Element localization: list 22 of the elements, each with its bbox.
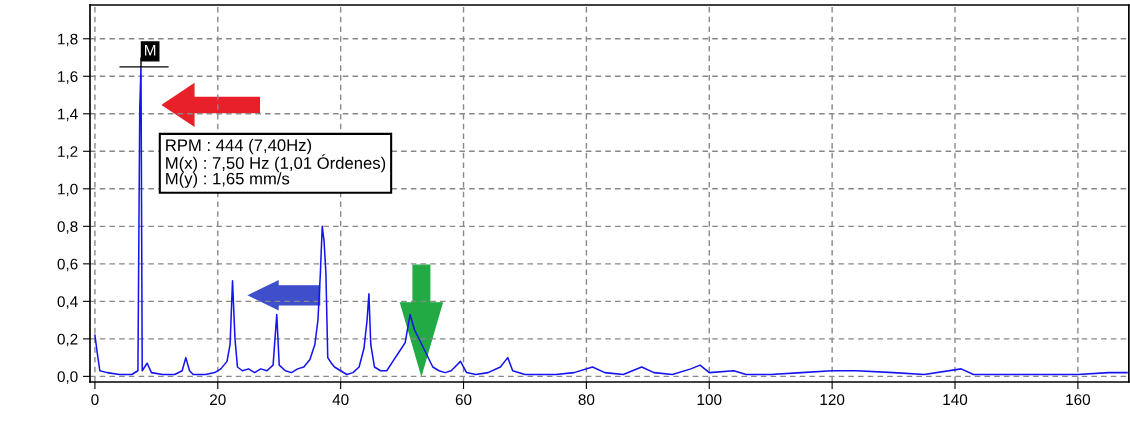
y-tick-label: 1,2 xyxy=(58,146,78,159)
y-tick-label: 0,0 xyxy=(57,371,78,384)
y-tick-label: 0,4 xyxy=(57,296,78,309)
y-tick-label: 1,4 xyxy=(58,108,78,122)
line-series xyxy=(94,66,1128,376)
x-tick-label: 160 xyxy=(1066,394,1091,406)
annotation: RPM : 444 (7,40Hz) M(x) : 7,50 Hz (1,01 Órdenes) M(y) : 1,65 mm/s xyxy=(166,138,386,188)
y-tick-label: 1,0 xyxy=(58,183,78,197)
x-tick-label: 40 xyxy=(332,394,349,406)
y-tick-label: 0,6 xyxy=(57,258,78,272)
y-tick-label: 0,2 xyxy=(57,333,78,347)
y-tick-label: 1,6 xyxy=(58,71,78,84)
annotation: M xyxy=(145,44,156,56)
x-tick-label: 100 xyxy=(697,394,722,406)
x-tick-label: 20 xyxy=(210,394,226,406)
x-tick-label: 60 xyxy=(455,394,472,406)
x-tick-label: 80 xyxy=(578,394,595,406)
y-tick-label: 0,8 xyxy=(57,221,78,234)
y-tick-label: 1,8 xyxy=(58,33,78,47)
x-tick-label: 0 xyxy=(91,394,99,406)
x-tick-label: 120 xyxy=(820,394,845,406)
x-tick-label: 140 xyxy=(943,394,968,406)
